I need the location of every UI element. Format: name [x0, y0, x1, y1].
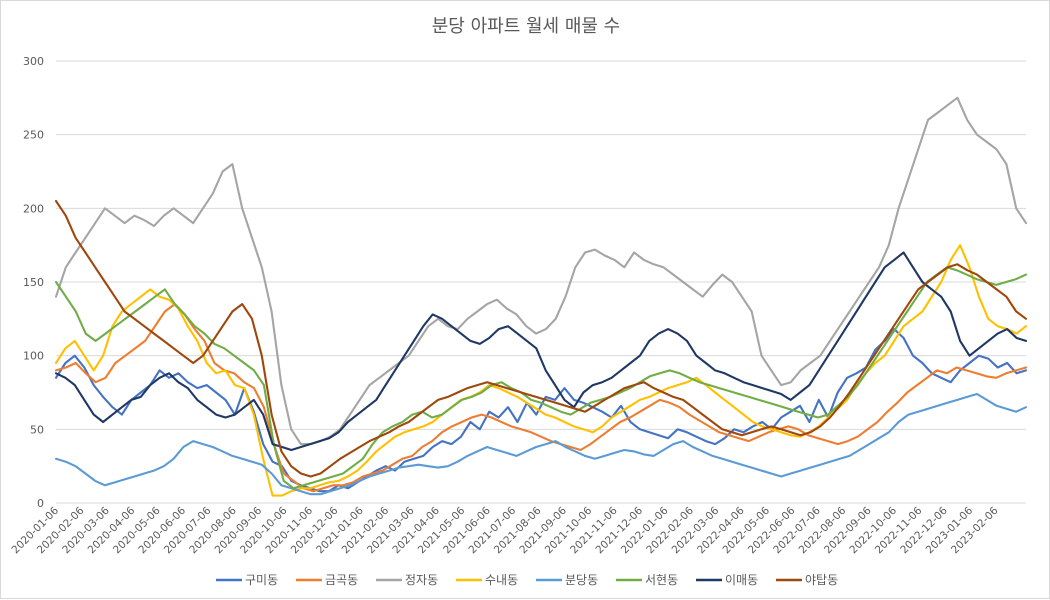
- series-line-3: [54, 244, 1028, 497]
- chart-title: 분당 아파트 월세 매물 수: [432, 16, 621, 37]
- grid-layer: [56, 60, 1026, 504]
- legend-label: 수내동: [485, 573, 518, 587]
- legend: 구미동 금곡동 정자동 수내동 분당동 서현동 이매동 야탑동: [216, 573, 838, 587]
- series-line-5: [54, 266, 1028, 490]
- y-tick-label: 150: [23, 276, 44, 289]
- y-tick-label: 200: [23, 202, 44, 215]
- legend-label: 야탑동: [805, 573, 838, 587]
- series-line-2: [54, 96, 1028, 446]
- series-line-6: [54, 251, 1028, 452]
- legend-label: 금곡동: [325, 573, 358, 587]
- legend-label: 정자동: [405, 573, 438, 587]
- y-tick-label: 100: [23, 350, 44, 363]
- y-tick-label: 250: [23, 129, 44, 142]
- x-axis: 2020-01-062020-02-062020-03-062020-04-06…: [9, 504, 1000, 556]
- series-line-7: [54, 199, 1028, 478]
- series-layer: [54, 96, 1028, 497]
- y-axis: 0 50 100 150 200 250 300: [23, 55, 44, 510]
- y-tick-label: 0: [37, 497, 44, 510]
- legend-label: 이매동: [725, 573, 758, 587]
- legend-label: 구미동: [245, 573, 278, 587]
- y-tick-label: 300: [23, 55, 44, 68]
- legend-label: 분당동: [565, 573, 598, 587]
- series-line-1: [54, 303, 1028, 493]
- y-tick-label: 50: [30, 423, 44, 436]
- series-line-4: [54, 392, 1028, 496]
- legend-label: 서현동: [645, 573, 678, 587]
